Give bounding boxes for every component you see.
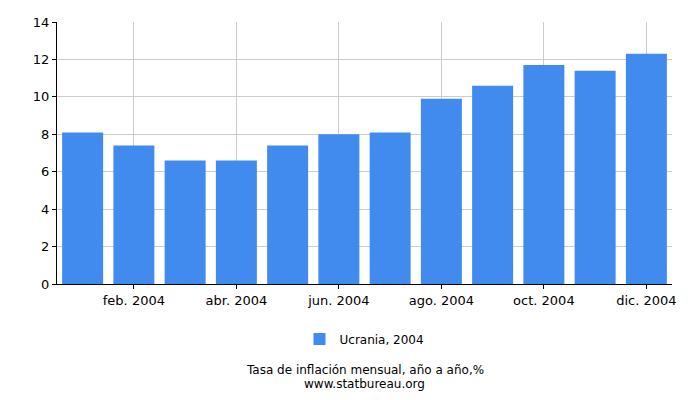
svg-text:abr. 2004: abr. 2004 <box>206 293 268 308</box>
svg-text:8: 8 <box>41 127 49 142</box>
svg-text:feb. 2004: feb. 2004 <box>103 293 165 308</box>
svg-text:2: 2 <box>41 239 49 254</box>
svg-text:4: 4 <box>41 202 49 217</box>
svg-text:Tasa de inflación mensual, año: Tasa de inflación mensual, año a año,% <box>246 363 484 377</box>
svg-text:oct. 2004: oct. 2004 <box>513 293 575 308</box>
svg-text:dic. 2004: dic. 2004 <box>616 293 676 308</box>
svg-text:10: 10 <box>33 89 50 104</box>
svg-text:14: 14 <box>33 15 50 30</box>
svg-text:Ucrania, 2004: Ucrania, 2004 <box>340 333 424 347</box>
svg-text:12: 12 <box>33 52 50 67</box>
svg-text:0: 0 <box>41 277 49 292</box>
svg-text:jun. 2004: jun. 2004 <box>307 293 369 308</box>
svg-text:6: 6 <box>41 164 49 179</box>
svg-text:www.statbureau.org: www.statbureau.org <box>304 377 425 391</box>
svg-text:ago. 2004: ago. 2004 <box>409 293 474 308</box>
